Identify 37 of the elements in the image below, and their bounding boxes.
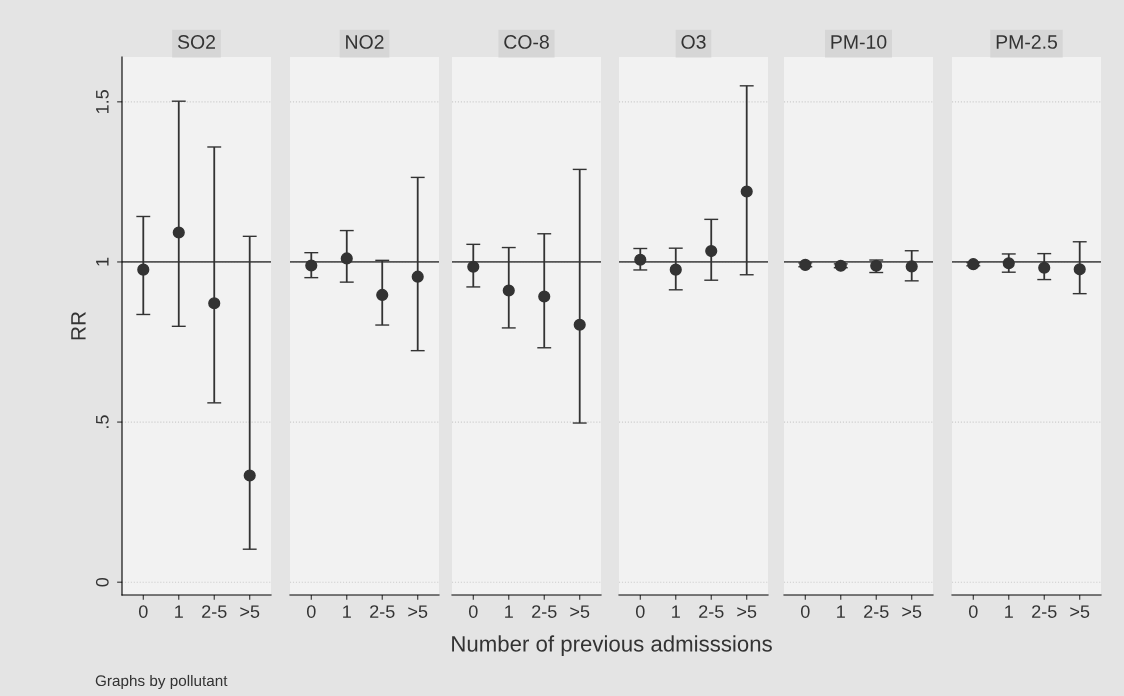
x-tick-label: 0	[306, 605, 316, 618]
y-tick-label: 1	[96, 257, 109, 266]
x-tick-label: 2-5	[202, 605, 227, 618]
x-tick-label: 2-5	[1032, 605, 1057, 618]
chart-title: NO2	[346, 35, 384, 49]
x-tick-label: 1	[343, 605, 351, 618]
y-tick-label: .5	[96, 415, 109, 428]
x-tick-label: 0	[635, 605, 645, 618]
chart-title: CO-8	[504, 35, 549, 49]
y-tick-label: 1.5	[96, 90, 109, 114]
x-tick-label: 1	[1005, 605, 1013, 618]
x-tick-label: 2-5	[532, 605, 557, 618]
x-tick-label: 0	[468, 605, 478, 618]
x-tick-label: 2-5	[699, 605, 724, 618]
x-tick-label: 0	[800, 605, 810, 618]
x-tick-label: 2-5	[864, 605, 889, 618]
x-tick-label: 1	[505, 605, 513, 618]
chart-title: O3	[681, 35, 706, 49]
x-tick-label: 0	[968, 605, 978, 618]
y-tick-label: 0	[95, 577, 109, 587]
x-tick-label: 1	[672, 605, 680, 618]
x-tick-label: 2-5	[370, 605, 395, 618]
text: Graphs by pollutant	[95, 674, 228, 690]
x-axis-title: Number of previous admisssions	[452, 635, 772, 657]
x-tick-label: 1	[837, 605, 845, 618]
x-tick-label: >5	[240, 605, 260, 618]
y-axis-title: RR	[71, 311, 86, 340]
x-tick-label: >5	[570, 605, 590, 618]
chart-title: PM-2.5	[996, 35, 1058, 49]
x-tick-label: >5	[1070, 605, 1090, 618]
x-tick-label: 1	[175, 605, 183, 618]
x-tick-label: >5	[408, 605, 428, 618]
chart-title: PM-10	[831, 35, 887, 49]
x-tick-label: >5	[902, 605, 922, 618]
x-tick-label: 0	[138, 605, 148, 618]
x-tick-label: >5	[737, 605, 757, 618]
chart-title: SO2	[177, 35, 215, 49]
